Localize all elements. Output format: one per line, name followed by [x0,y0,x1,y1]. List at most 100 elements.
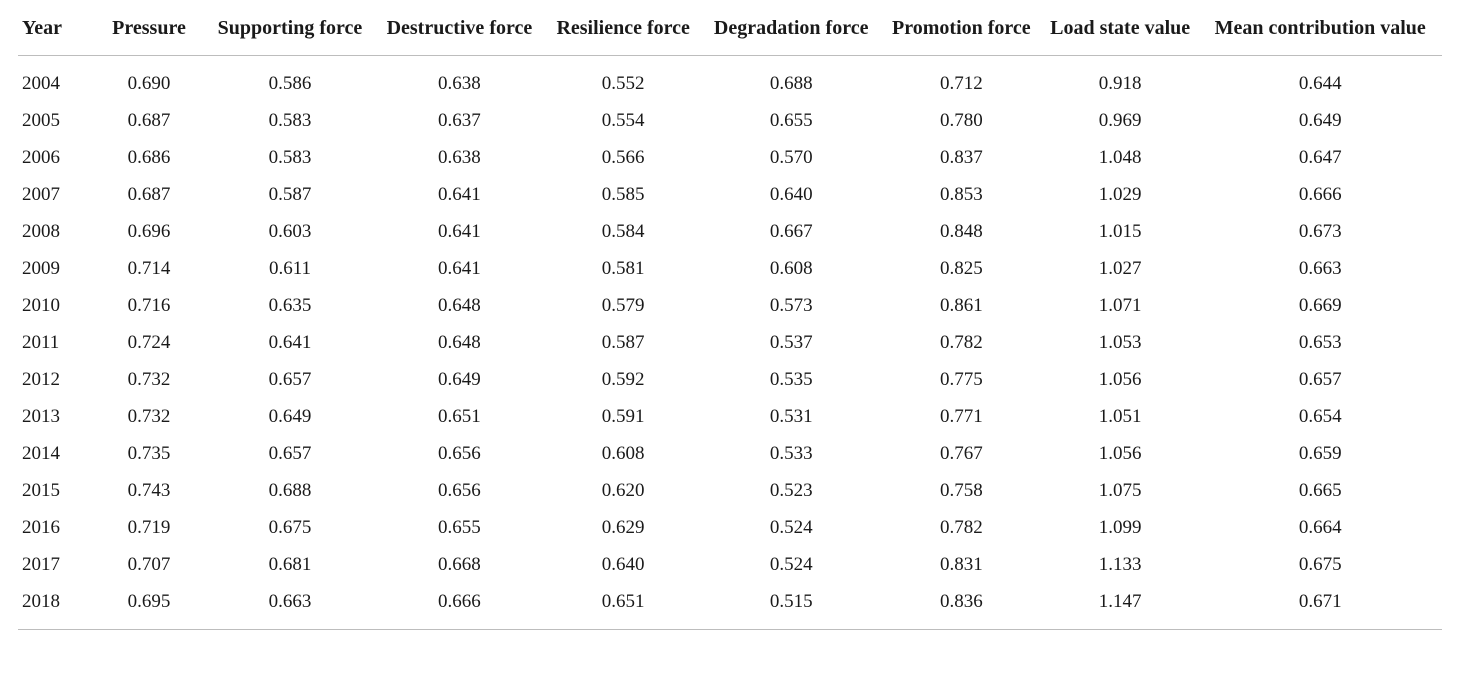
cell-value: 0.531 [701,398,880,435]
col-header-degradation: Degradation force [701,10,880,56]
cell-year: 2018 [18,583,92,630]
cell-value: 0.644 [1198,56,1442,103]
cell-value: 0.668 [374,546,545,583]
cell-value: 0.573 [701,287,880,324]
cell-value: 0.687 [92,176,206,213]
cell-value: 0.665 [1198,472,1442,509]
cell-value: 0.640 [545,546,702,583]
cell-value: 0.552 [545,56,702,103]
col-header-supporting: Supporting force [206,10,374,56]
table-container: Year Pressure Supporting force Destructi… [0,0,1460,650]
cell-value: 0.782 [881,324,1042,361]
cell-value: 0.656 [374,472,545,509]
cell-value: 0.732 [92,398,206,435]
table-row: 2017 0.707 0.681 0.668 0.640 0.524 0.831… [18,546,1442,583]
cell-value: 0.780 [881,102,1042,139]
col-header-load-state: Load state value [1042,10,1199,56]
cell-value: 0.724 [92,324,206,361]
cell-value: 0.831 [881,546,1042,583]
cell-value: 0.782 [881,509,1042,546]
cell-value: 0.837 [881,139,1042,176]
cell-value: 0.648 [374,324,545,361]
cell-value: 0.675 [1198,546,1442,583]
cell-value: 1.015 [1042,213,1199,250]
cell-value: 0.583 [206,102,374,139]
cell-year: 2017 [18,546,92,583]
cell-value: 0.686 [92,139,206,176]
cell-value: 0.969 [1042,102,1199,139]
cell-value: 1.029 [1042,176,1199,213]
cell-value: 0.655 [374,509,545,546]
col-header-destructive: Destructive force [374,10,545,56]
cell-year: 2014 [18,435,92,472]
cell-value: 0.688 [206,472,374,509]
cell-value: 0.620 [545,472,702,509]
cell-value: 1.133 [1042,546,1199,583]
cell-value: 0.675 [206,509,374,546]
table-row: 2015 0.743 0.688 0.656 0.620 0.523 0.758… [18,472,1442,509]
cell-value: 0.635 [206,287,374,324]
table-row: 2014 0.735 0.657 0.656 0.608 0.533 0.767… [18,435,1442,472]
cell-value: 0.663 [1198,250,1442,287]
cell-year: 2007 [18,176,92,213]
cell-value: 0.638 [374,139,545,176]
cell-value: 0.587 [545,324,702,361]
cell-value: 0.554 [545,102,702,139]
cell-value: 0.825 [881,250,1042,287]
cell-value: 0.695 [92,583,206,630]
table-row: 2009 0.714 0.611 0.641 0.581 0.608 0.825… [18,250,1442,287]
cell-value: 0.657 [1198,361,1442,398]
cell-value: 0.566 [545,139,702,176]
cell-value: 0.656 [374,435,545,472]
cell-value: 0.579 [545,287,702,324]
cell-year: 2012 [18,361,92,398]
cell-value: 0.696 [92,213,206,250]
table-row: 2016 0.719 0.675 0.655 0.629 0.524 0.782… [18,509,1442,546]
cell-year: 2004 [18,56,92,103]
cell-value: 0.654 [1198,398,1442,435]
cell-value: 0.524 [701,546,880,583]
cell-value: 0.732 [92,361,206,398]
table-row: 2004 0.690 0.586 0.638 0.552 0.688 0.712… [18,56,1442,103]
cell-value: 0.848 [881,213,1042,250]
table-row: 2018 0.695 0.663 0.666 0.651 0.515 0.836… [18,583,1442,630]
cell-value: 0.584 [545,213,702,250]
cell-value: 1.099 [1042,509,1199,546]
cell-value: 1.051 [1042,398,1199,435]
cell-value: 0.585 [545,176,702,213]
cell-value: 0.657 [206,361,374,398]
cell-value: 0.687 [92,102,206,139]
cell-value: 0.637 [374,102,545,139]
cell-value: 1.056 [1042,361,1199,398]
col-header-mean-contrib: Mean contribution value [1198,10,1442,56]
cell-value: 0.673 [1198,213,1442,250]
cell-value: 0.641 [374,213,545,250]
cell-value: 0.758 [881,472,1042,509]
cell-value: 1.075 [1042,472,1199,509]
cell-value: 0.653 [1198,324,1442,361]
cell-value: 0.649 [374,361,545,398]
cell-value: 0.649 [1198,102,1442,139]
cell-value: 0.523 [701,472,880,509]
cell-value: 1.053 [1042,324,1199,361]
cell-year: 2005 [18,102,92,139]
cell-value: 0.666 [1198,176,1442,213]
cell-value: 0.681 [206,546,374,583]
cell-year: 2009 [18,250,92,287]
cell-value: 1.147 [1042,583,1199,630]
cell-value: 0.640 [701,176,880,213]
cell-year: 2015 [18,472,92,509]
cell-value: 0.669 [1198,287,1442,324]
cell-value: 0.659 [1198,435,1442,472]
col-header-resilience: Resilience force [545,10,702,56]
cell-value: 1.056 [1042,435,1199,472]
table-row: 2005 0.687 0.583 0.637 0.554 0.655 0.780… [18,102,1442,139]
cell-value: 0.861 [881,287,1042,324]
cell-value: 0.836 [881,583,1042,630]
cell-value: 0.608 [545,435,702,472]
table-row: 2010 0.716 0.635 0.648 0.579 0.573 0.861… [18,287,1442,324]
cell-value: 0.537 [701,324,880,361]
table-header-row: Year Pressure Supporting force Destructi… [18,10,1442,56]
cell-value: 0.587 [206,176,374,213]
cell-value: 0.918 [1042,56,1199,103]
